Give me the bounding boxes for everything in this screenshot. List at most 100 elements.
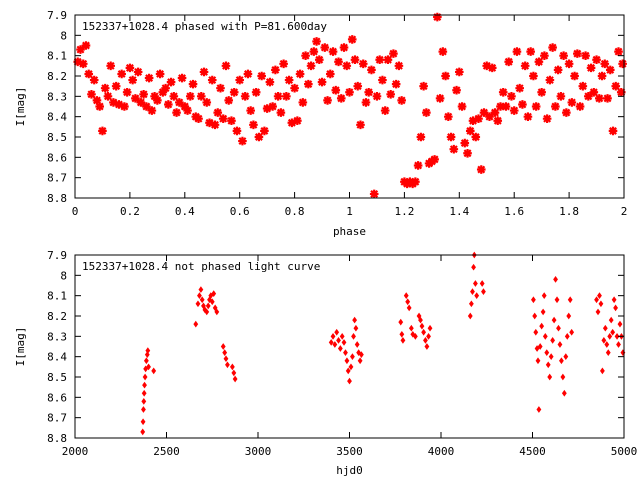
data-point <box>169 92 179 101</box>
data-point <box>548 353 554 361</box>
data-point <box>563 353 569 361</box>
data-point <box>586 63 596 73</box>
y-tick-label: 8 <box>60 29 67 42</box>
data-point <box>408 324 414 332</box>
chart-title: 152337+1028.4 not phased light curve <box>82 260 320 273</box>
data-point <box>332 341 338 348</box>
data-point <box>597 71 607 81</box>
data-point <box>515 83 524 93</box>
data-point <box>262 104 272 113</box>
data-point <box>284 75 294 85</box>
chart-title: 152337+1028.4 phased with P=81.600day <box>82 20 327 33</box>
data-point <box>610 328 616 336</box>
data-point <box>548 43 557 52</box>
data-point <box>467 312 473 320</box>
data-point <box>553 276 558 283</box>
data-point <box>485 112 494 121</box>
data-point <box>594 94 604 103</box>
data-point <box>358 351 364 358</box>
data-point <box>339 332 345 340</box>
data-point <box>397 96 406 105</box>
data-point <box>309 47 319 56</box>
data-point <box>150 92 159 101</box>
data-point <box>205 302 211 310</box>
data-point <box>542 114 552 123</box>
data-point <box>146 363 151 371</box>
data-point <box>547 373 553 381</box>
data-point <box>295 69 305 79</box>
data-point <box>473 280 478 287</box>
data-point <box>581 51 590 60</box>
data-point <box>501 102 511 111</box>
data-point <box>403 292 409 300</box>
x-tick-label: 1 <box>346 205 353 218</box>
data-point <box>131 94 140 103</box>
data-point <box>364 87 374 97</box>
data-point <box>471 132 481 142</box>
data-point <box>342 61 352 71</box>
data-point <box>412 332 418 340</box>
data-point <box>554 296 560 304</box>
data-point <box>348 363 354 371</box>
data-point <box>276 108 286 117</box>
data-point <box>87 90 96 99</box>
data-point <box>229 363 235 371</box>
data-point <box>616 341 621 348</box>
data-point <box>567 98 577 107</box>
data-point <box>293 116 302 126</box>
x-tick-label: 1.6 <box>504 205 524 218</box>
data-point <box>92 96 102 105</box>
data-point <box>202 306 208 314</box>
x-axis-title: hjd0 <box>336 464 363 477</box>
data-point <box>507 92 516 101</box>
data-point <box>211 290 217 297</box>
data-point <box>142 381 147 389</box>
data-point <box>532 312 538 320</box>
data-point <box>358 59 368 69</box>
data-point <box>614 332 620 340</box>
data-point <box>479 108 489 117</box>
x-tick-label: 2000 <box>62 445 89 458</box>
data-point <box>323 96 332 105</box>
data-point <box>435 94 445 103</box>
data-point <box>246 106 255 115</box>
data-point <box>421 328 427 336</box>
data-point <box>545 75 555 85</box>
x-tick-label: 4000 <box>428 445 455 458</box>
data-point <box>601 337 607 344</box>
data-point <box>290 83 299 93</box>
data-point <box>607 332 613 340</box>
y-tick-label: 8.8 <box>47 432 67 445</box>
data-point <box>209 298 215 306</box>
data-point <box>136 98 146 107</box>
data-point <box>282 92 291 101</box>
data-point <box>553 65 563 75</box>
data-point <box>617 320 623 328</box>
x-tick-label: 4500 <box>519 445 546 458</box>
x-tick-label: 1.8 <box>559 205 579 218</box>
y-tick-label: 8 <box>60 269 67 282</box>
data-point <box>533 328 539 336</box>
data-point <box>389 49 398 58</box>
data-point <box>474 292 480 300</box>
data-point <box>306 61 316 71</box>
data-point <box>406 304 412 312</box>
data-point <box>380 106 390 115</box>
data-point <box>109 98 118 107</box>
data-point <box>551 316 557 324</box>
data-point <box>207 75 217 85</box>
data-point <box>520 61 530 71</box>
data-point <box>537 343 543 350</box>
data-point <box>560 373 566 381</box>
data-point <box>304 79 313 89</box>
data-point <box>614 47 623 56</box>
y-tick-label: 8.3 <box>47 90 67 103</box>
data-point <box>334 57 343 67</box>
y-tick-label: 8.5 <box>47 131 67 144</box>
data-point <box>145 347 151 354</box>
data-point <box>227 116 236 126</box>
data-point <box>465 126 475 136</box>
data-point <box>194 114 203 123</box>
data-point <box>399 330 405 338</box>
data-point <box>279 59 288 69</box>
